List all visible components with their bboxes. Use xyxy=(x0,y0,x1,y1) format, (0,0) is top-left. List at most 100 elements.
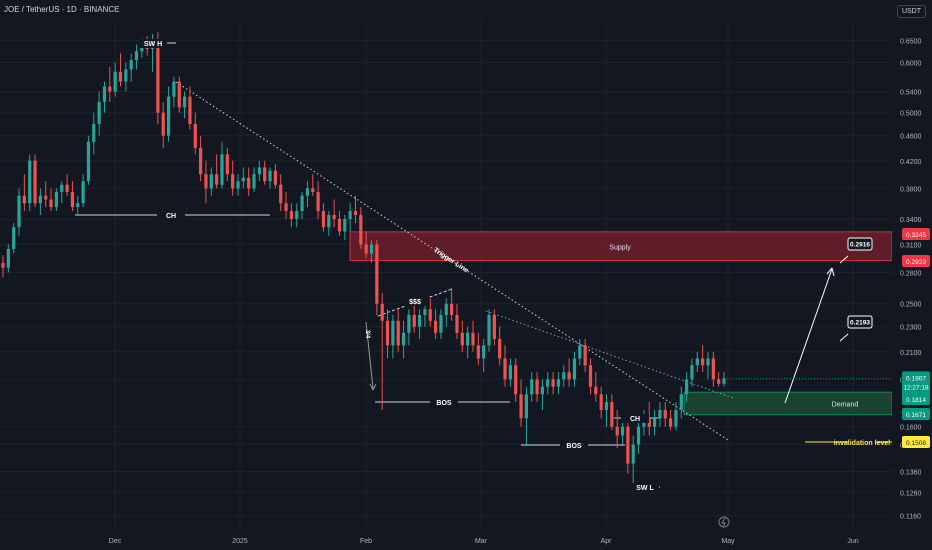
candle xyxy=(220,141,224,189)
candle-body xyxy=(263,167,267,182)
candle-body xyxy=(33,160,37,204)
candle xyxy=(663,402,667,427)
candle-body xyxy=(444,303,448,315)
candle-body xyxy=(647,418,651,427)
candle xyxy=(134,44,139,70)
candle xyxy=(359,207,363,249)
move-arrow-head xyxy=(369,383,374,391)
candle-body xyxy=(412,314,416,327)
candle xyxy=(578,338,582,366)
zone-label: Demand xyxy=(832,401,859,408)
candle xyxy=(81,174,85,208)
currency-button[interactable]: USDT xyxy=(896,5,926,18)
candle-body xyxy=(535,379,539,395)
candle xyxy=(417,309,422,339)
candle xyxy=(439,309,443,339)
candle-body xyxy=(417,314,422,327)
candle-body xyxy=(257,167,261,175)
y-tick-label: 0.2800 xyxy=(900,271,922,278)
candle xyxy=(685,372,689,403)
candle-body xyxy=(717,379,721,384)
candle xyxy=(599,386,603,419)
candle-body xyxy=(380,303,384,321)
candle xyxy=(514,358,518,403)
candle xyxy=(679,386,683,419)
candle xyxy=(300,192,304,220)
candle-body xyxy=(508,365,512,380)
candle xyxy=(33,154,37,208)
candle xyxy=(353,195,358,224)
candle-body xyxy=(60,184,64,193)
candle-body xyxy=(615,426,619,436)
candle-body xyxy=(209,174,213,189)
candle xyxy=(567,358,571,387)
candle xyxy=(124,62,128,92)
candle xyxy=(722,372,726,387)
candle-body xyxy=(594,386,598,395)
countdown-label: 12:27:18 xyxy=(903,384,929,391)
target-box xyxy=(847,315,873,329)
price-tag-label: 0.1814 xyxy=(906,397,926,404)
candle xyxy=(433,309,438,339)
candle-body xyxy=(188,96,192,124)
candle-body xyxy=(711,358,715,380)
price-tag xyxy=(902,436,930,448)
candle xyxy=(690,358,694,387)
candle-body xyxy=(332,214,336,220)
candle xyxy=(423,303,427,327)
candles xyxy=(1,32,726,484)
candle xyxy=(166,86,171,142)
candle xyxy=(54,188,59,212)
zone-supply xyxy=(349,231,893,262)
y-tick-label: 0.6000 xyxy=(900,60,922,67)
candle xyxy=(551,372,555,395)
projection-arrow-head xyxy=(831,267,835,277)
candle xyxy=(215,154,219,189)
y-tick-label: 0.5000 xyxy=(900,111,922,118)
candle-body xyxy=(284,203,288,212)
y-tick-label: 0.6500 xyxy=(900,38,922,45)
candle xyxy=(364,231,368,259)
candle xyxy=(199,135,203,182)
candle-body xyxy=(215,174,219,185)
label-bg xyxy=(848,438,876,447)
candle xyxy=(668,410,673,431)
projection-arrow-head xyxy=(826,267,833,275)
candle-body xyxy=(231,174,235,189)
candle-body xyxy=(268,170,272,182)
y-tick-label: 0.4600 xyxy=(900,134,922,141)
candle xyxy=(706,351,710,380)
candle xyxy=(701,345,705,373)
candle-body xyxy=(166,96,171,136)
x-tick-label: Mar xyxy=(475,538,488,545)
candle-body xyxy=(124,69,128,82)
candle xyxy=(572,351,577,387)
lightning-icon xyxy=(718,516,730,528)
x-tick-label: Apr xyxy=(601,538,613,545)
target-box xyxy=(847,237,873,251)
candle xyxy=(647,402,651,436)
candle-body xyxy=(305,188,310,196)
candle xyxy=(279,174,283,212)
annotation-label: CH xyxy=(630,416,640,423)
move-arrow-line xyxy=(365,321,374,389)
candle xyxy=(588,358,593,395)
candle-body xyxy=(546,379,550,387)
candle-body xyxy=(337,219,342,232)
candle-body xyxy=(241,177,245,182)
candle xyxy=(562,365,566,387)
candle-body xyxy=(273,170,277,185)
candle xyxy=(604,394,609,427)
candle-body xyxy=(172,81,176,97)
candle xyxy=(188,86,192,130)
candle xyxy=(337,211,342,236)
candle xyxy=(711,351,715,387)
candle-body xyxy=(6,248,10,268)
candle-body xyxy=(428,309,432,321)
candle xyxy=(636,418,641,454)
candle-body xyxy=(38,195,42,204)
y-tick-label: 0.2500 xyxy=(900,302,922,309)
candle xyxy=(236,174,240,196)
candle xyxy=(172,76,176,108)
